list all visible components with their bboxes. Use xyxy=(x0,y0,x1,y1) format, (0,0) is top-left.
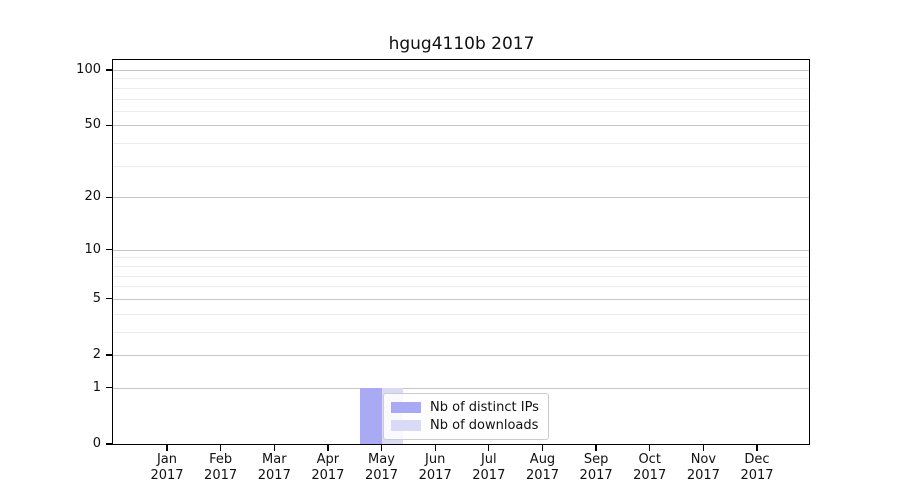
y-axis-tick-label: 20 xyxy=(84,189,101,205)
x-axis-tick-label: Aug 2017 xyxy=(525,452,560,483)
gridline-minor xyxy=(113,110,810,112)
chart-title: hgug4110b 2017 xyxy=(388,34,535,54)
x-axis-tick xyxy=(702,445,705,451)
x-axis-tick xyxy=(595,445,597,451)
gridline-minor xyxy=(113,98,810,100)
legend: Nb of distinct IPs Nb of downloads xyxy=(383,393,549,440)
y-axis-tick xyxy=(106,69,112,71)
y-axis-tick xyxy=(106,124,112,127)
gridline-major xyxy=(113,249,810,251)
legend-swatch-downloads xyxy=(391,420,421,431)
bar-distinct-ips xyxy=(360,387,382,444)
x-axis-tick-label: Dec 2017 xyxy=(740,452,774,483)
y-axis-tick-label: 50 xyxy=(84,117,101,133)
y-axis-tick xyxy=(106,298,112,300)
gridline-major xyxy=(113,125,810,127)
x-axis-tick xyxy=(488,445,490,451)
gridline-minor xyxy=(113,286,810,288)
x-axis-tick-label: Mar 2017 xyxy=(257,452,291,483)
gridline-minor xyxy=(113,87,810,89)
x-axis-tick-label: Oct 2017 xyxy=(633,452,667,483)
x-axis-tick xyxy=(541,445,544,451)
x-axis-tick xyxy=(219,445,222,451)
x-axis-tick xyxy=(380,445,383,451)
x-axis-tick xyxy=(434,445,436,451)
x-axis-tick-label: Feb 2017 xyxy=(204,452,238,483)
gridline-major xyxy=(113,298,810,300)
y-axis-tick-label: 1 xyxy=(92,379,101,395)
legend-item-distinct-ips: Nb of distinct IPs xyxy=(391,399,539,416)
y-axis-tick xyxy=(106,443,112,445)
legend-swatch-distinct-ips xyxy=(391,402,421,413)
x-axis-tick-label: May 2017 xyxy=(364,452,399,483)
x-axis-tick-label: Jul 2017 xyxy=(472,452,506,483)
gridline-minor xyxy=(113,78,810,80)
gridline-minor xyxy=(113,313,810,315)
y-axis-tick-label: 0 xyxy=(92,436,101,451)
x-axis-tick xyxy=(166,445,168,451)
gridline-minor xyxy=(113,331,810,333)
gridline-major xyxy=(113,197,810,199)
x-axis-tick-label: Jan 2017 xyxy=(150,452,184,483)
y-axis-tick xyxy=(106,196,112,198)
x-axis-tick-label: Sep 2017 xyxy=(579,452,613,483)
y-axis-tick xyxy=(106,354,112,356)
y-axis-tick-label: 100 xyxy=(76,62,101,77)
gridline-minor xyxy=(113,257,810,259)
y-axis-tick-label: 10 xyxy=(84,241,101,257)
gridline-minor xyxy=(113,165,810,167)
y-axis-tick xyxy=(106,249,112,251)
x-axis-tick xyxy=(327,445,329,451)
gridline-major xyxy=(113,355,810,356)
gridline-major xyxy=(113,70,810,71)
y-axis-tick xyxy=(106,387,112,389)
x-axis-tick-label: Apr 2017 xyxy=(311,452,345,483)
x-axis-tick xyxy=(273,445,275,451)
legend-label-distinct-ips: Nb of distinct IPs xyxy=(430,400,539,415)
x-axis-tick xyxy=(649,445,651,451)
legend-item-downloads: Nb of downloads xyxy=(391,417,539,434)
gridline-minor xyxy=(113,265,810,267)
y-axis-tick-label: 2 xyxy=(92,347,101,362)
x-axis-tick-label: Jun 2017 xyxy=(418,452,452,483)
gridline-major xyxy=(113,387,810,389)
y-axis-tick-label: 5 xyxy=(92,290,101,306)
gridline-minor xyxy=(113,275,810,277)
x-axis-tick xyxy=(756,445,758,451)
legend-label-downloads: Nb of downloads xyxy=(430,418,539,433)
gridline-minor xyxy=(113,143,810,145)
x-axis-tick-label: Nov 2017 xyxy=(686,452,720,483)
